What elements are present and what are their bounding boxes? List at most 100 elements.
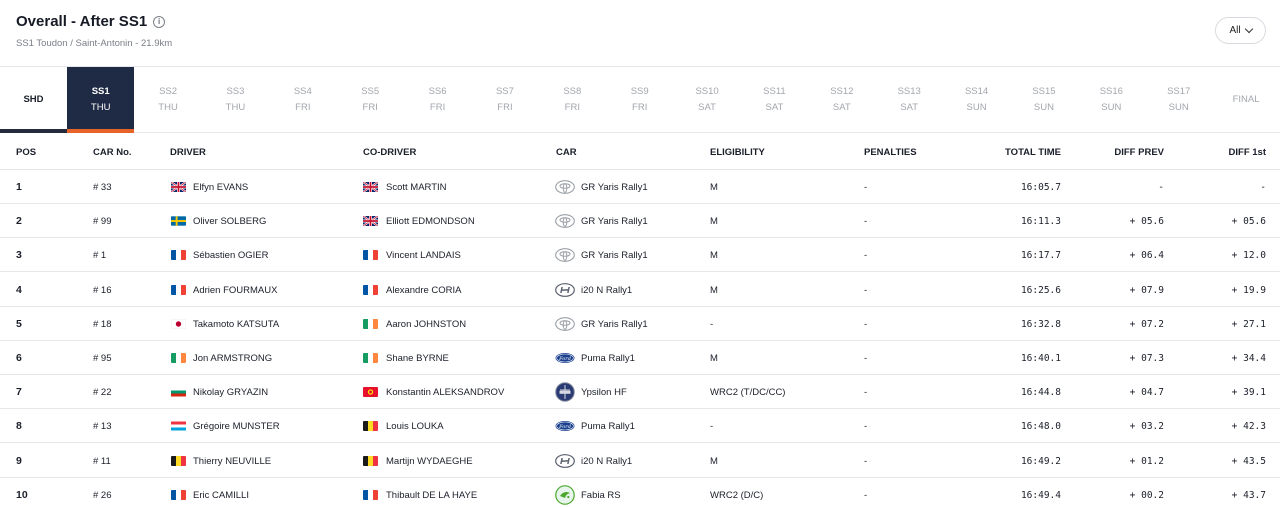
filter-dropdown[interactable]: All (1215, 17, 1266, 44)
tab-ss10[interactable]: SS10 SAT (673, 67, 740, 133)
flag-fr-icon (363, 489, 378, 500)
tab-day: FRI (497, 102, 513, 113)
tab-ss15[interactable]: SS15 SUN (1010, 67, 1077, 133)
tab-label: SS2 (159, 86, 178, 97)
flag-se-icon (171, 216, 186, 226)
col-eligibility: ELIGIBILITY (710, 147, 765, 158)
row-diff-first: + 19.9 (1231, 284, 1266, 296)
row-driver[interactable]: Nikolay GRYAZIN (193, 387, 269, 399)
row-position: 1 (16, 181, 22, 193)
table-row[interactable]: 3 # 1 Sébastien OGIER Vincent LANDAIS GR Yar… (0, 238, 1280, 273)
tab-label: SS14 (964, 86, 989, 97)
flag-ie-icon (171, 353, 186, 363)
toyota-logo-icon (555, 214, 575, 229)
flag-fr-icon (363, 284, 378, 295)
tab-shd[interactable]: SHD (0, 67, 67, 133)
row-car: GR Yaris Rally1 (581, 318, 648, 330)
tab-ss13[interactable]: SS13 SAT (876, 67, 943, 133)
tab-ss17[interactable]: SS17 SUN (1145, 67, 1212, 133)
col-diff-first: DIFF 1st (1228, 147, 1266, 158)
row-co-driver[interactable]: Aaron JOHNSTON (386, 318, 467, 330)
row-co-driver[interactable]: Louis LOUKA (386, 421, 444, 433)
tab-ss6[interactable]: SS6 FRI (404, 67, 471, 133)
table-row[interactable]: 1 # 33 Elfyn EVANS Scott MARTIN GR Yaris Ral… (0, 170, 1280, 204)
row-eligibility: M (710, 216, 718, 228)
row-co-driver[interactable]: Martijn WYDAEGHE (386, 455, 473, 467)
table-row[interactable]: 9 # 11 Thierry NEUVILLE Martijn WYDAEGHE i20… (0, 444, 1280, 478)
row-diff-prev: + 07.2 (1129, 318, 1164, 330)
tab-ss16[interactable]: SS16 SUN (1078, 67, 1145, 133)
table-row[interactable]: 6 # 95 Jon ARMSTRONG Shane BYRNE Ford Puma Ra… (0, 341, 1280, 375)
row-position: 2 (16, 215, 22, 228)
row-driver[interactable]: Adrien FOURMAUX (193, 284, 278, 296)
tab-ss4[interactable]: SS4 FRI (269, 67, 336, 133)
row-driver[interactable]: Elfyn EVANS (193, 182, 249, 193)
tab-day: FRI (295, 102, 311, 113)
flag-jp-icon (171, 318, 186, 329)
flag-lu-icon (171, 421, 186, 431)
table-row[interactable]: 5 # 18 Takamoto KATSUTA Aaron JOHNSTON GR Ya… (0, 307, 1280, 341)
row-driver[interactable]: Thierry NEUVILLE (193, 455, 272, 467)
chevron-down-icon (1244, 24, 1253, 34)
row-position: 6 (16, 352, 22, 364)
page-title-wrap: Overall - After SS1 i (16, 13, 166, 30)
tab-ss2[interactable]: SS2 THU (134, 67, 201, 133)
tab-ss1[interactable]: SS1 THU (67, 67, 135, 133)
lancia-logo-icon (555, 382, 575, 402)
info-icon[interactable]: i (153, 15, 166, 28)
row-diff-prev: + 07.3 (1129, 353, 1164, 364)
row-total-time: 16:17.7 (1020, 250, 1061, 262)
row-driver[interactable]: Jon ARMSTRONG (193, 353, 273, 364)
row-penalties: - (864, 455, 868, 467)
row-total-time: 16:25.6 (1020, 284, 1061, 296)
row-driver[interactable]: Eric CAMILLI (193, 489, 249, 501)
table-row[interactable]: 4 # 16 Adrien FOURMAUX Alexandre CORIA i20 N… (0, 273, 1280, 307)
row-diff-prev: + 04.7 (1129, 387, 1164, 399)
tab-label: SS11 (763, 86, 786, 97)
table-row[interactable]: 7 # 22 Nikolay GRYAZIN Konstantin ALEKSANDR… (0, 375, 1280, 410)
row-eligibility: - (710, 318, 714, 330)
skoda-logo-icon (555, 484, 575, 505)
tab-ss11[interactable]: SS11 SAT (741, 67, 808, 133)
row-driver[interactable]: Grégoire MUNSTER (193, 421, 280, 433)
row-co-driver[interactable]: Thibault DE LA HAYE (386, 489, 478, 501)
row-driver[interactable]: Oliver SOLBERG (193, 216, 267, 228)
tab-ss9[interactable]: SS9 FRI (606, 67, 673, 133)
flag-be-icon (363, 421, 378, 432)
row-car: Fabia RS (581, 489, 621, 501)
row-diff-prev: - (1158, 182, 1164, 193)
tab-ss3[interactable]: SS3 THU (202, 67, 269, 133)
tab-ss12[interactable]: SS12 SAT (808, 67, 875, 133)
table-row[interactable]: 8 # 13 Grégoire MUNSTER Louis LOUKA Ford Puma… (0, 409, 1280, 444)
tab-day: SAT (765, 102, 784, 113)
row-diff-prev: + 06.4 (1129, 250, 1164, 262)
tab-ss8[interactable]: SS8 FRI (539, 67, 606, 133)
tab-ss14[interactable]: SS14 SUN (943, 67, 1010, 133)
row-driver[interactable]: Sébastien OGIER (193, 250, 269, 262)
col-co-driver: CO-DRIVER (363, 147, 417, 158)
row-diff-first: + 34.4 (1231, 353, 1266, 364)
tab-label: SS12 (830, 86, 854, 97)
tab-ss5[interactable]: SS5 FRI (337, 67, 404, 133)
row-car-number: # 33 (93, 182, 112, 193)
row-co-driver[interactable]: Vincent LANDAIS (386, 250, 461, 262)
row-car-number: # 26 (93, 489, 112, 501)
flag-fr-icon (171, 489, 186, 500)
toyota-logo-icon (555, 248, 575, 263)
tab-ss7[interactable]: SS7 FRI (471, 67, 538, 133)
flag-gb-icon (363, 216, 378, 227)
col-total-time: TOTAL TIME (1005, 147, 1061, 158)
row-co-driver[interactable]: Shane BYRNE (386, 353, 449, 364)
row-eligibility: M (710, 455, 718, 467)
row-co-driver[interactable]: Konstantin ALEKSANDROV (386, 387, 505, 399)
table-row[interactable]: 2 # 99 Oliver SOLBERG Elliott EDMONDSON GR Y… (0, 204, 1280, 239)
col-car: CAR (556, 147, 577, 158)
tab-final[interactable]: FINAL (1212, 67, 1279, 133)
tab-day: SAT (900, 102, 919, 113)
row-co-driver[interactable]: Alexandre CORIA (386, 284, 462, 296)
row-co-driver[interactable]: Elliott EDMONDSON (386, 216, 475, 228)
row-driver[interactable]: Takamoto KATSUTA (193, 318, 280, 330)
row-diff-first: + 05.6 (1231, 216, 1266, 228)
table-row[interactable]: 10 # 26 Eric CAMILLI Thibault DE LA HAYE Fab… (0, 478, 1280, 507)
row-co-driver[interactable]: Scott MARTIN (386, 182, 447, 193)
